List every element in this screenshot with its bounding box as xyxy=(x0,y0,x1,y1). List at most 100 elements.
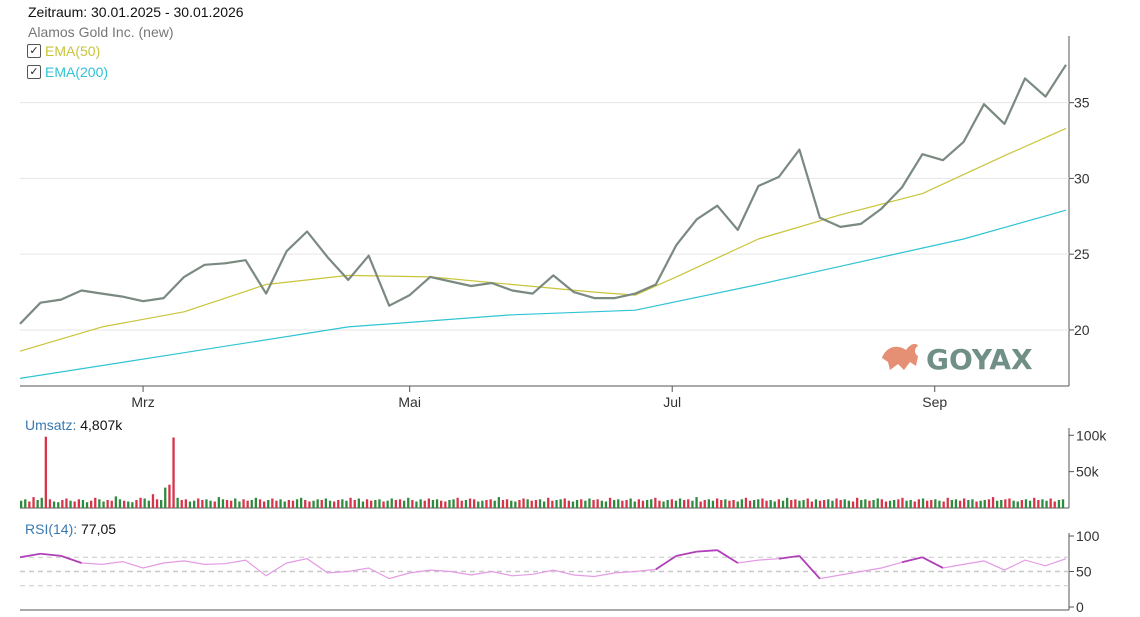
volume-bar xyxy=(127,501,130,508)
volume-bar xyxy=(1004,499,1007,508)
legend-ema50[interactable]: ✓ EMA(50) xyxy=(27,43,100,59)
volume-bar xyxy=(403,500,406,508)
y-tick-label: 35 xyxy=(1074,95,1090,111)
volume-bar xyxy=(90,500,93,508)
ema50-line xyxy=(19,127,1067,352)
volume-bar xyxy=(917,499,920,508)
volume-bar xyxy=(205,499,208,508)
volume-bar xyxy=(283,501,286,508)
volume-bar xyxy=(625,500,628,508)
volume-bar xyxy=(291,500,295,508)
volume-bar xyxy=(468,498,472,508)
volume-bar xyxy=(654,497,657,508)
volume-bar xyxy=(24,499,27,508)
volume-bar xyxy=(913,501,916,508)
volume-bar xyxy=(678,498,682,508)
volume-bar xyxy=(448,500,451,508)
volume-bar xyxy=(172,437,175,508)
volume-bar xyxy=(320,500,323,508)
legend-ema200[interactable]: ✓ EMA(200) xyxy=(27,64,108,80)
volume-bar xyxy=(963,498,966,508)
bull-icon xyxy=(882,343,918,370)
volume-bar xyxy=(856,497,859,508)
volume-bar xyxy=(860,500,863,508)
volume-bar xyxy=(806,498,809,508)
volume-bar xyxy=(930,500,933,508)
volume-bar xyxy=(304,500,307,508)
volume-bar xyxy=(810,501,813,508)
volume-bar xyxy=(658,500,661,508)
volume-bar xyxy=(337,500,340,508)
volume-bar xyxy=(361,501,365,508)
volume-bar xyxy=(444,501,447,508)
volume-bar xyxy=(489,499,492,508)
volume-bar xyxy=(835,498,838,508)
volume-bar xyxy=(48,499,52,508)
volume-bar xyxy=(57,502,60,508)
volume-bar xyxy=(946,497,949,508)
volume-bar xyxy=(398,499,402,508)
volume-bar xyxy=(279,499,282,508)
volume-bar xyxy=(390,498,393,508)
volume-bar xyxy=(567,500,570,508)
volume-bar xyxy=(748,500,752,508)
y-tick-label: 25 xyxy=(1074,246,1090,262)
volume-bar xyxy=(40,497,43,508)
volume-bar xyxy=(370,500,373,508)
rsi-overbought-segment xyxy=(798,555,821,580)
volume-bar xyxy=(798,500,801,508)
volume-bar xyxy=(777,499,780,508)
volume-bar xyxy=(794,499,797,508)
volume-bar xyxy=(707,499,710,508)
volume-label: Umsatz: xyxy=(25,417,77,433)
rsi-overbought-segment xyxy=(778,554,800,560)
volume-bar xyxy=(996,500,999,508)
volume-bar xyxy=(349,497,352,508)
volume-bar xyxy=(839,500,842,508)
rsi-overbought-segment xyxy=(716,549,739,564)
volume-bar xyxy=(551,500,554,508)
volume-bar xyxy=(353,500,356,508)
rsi-line xyxy=(19,549,1067,580)
volume-bar xyxy=(275,500,278,508)
volume-bar xyxy=(143,498,146,508)
volume-bar xyxy=(411,500,414,508)
rsi-overbought-segment xyxy=(655,555,677,571)
volume-bar xyxy=(1016,501,1019,508)
volume-bar xyxy=(44,436,47,508)
volume-bar xyxy=(979,500,982,508)
volume-bar xyxy=(872,500,875,508)
ema200-line xyxy=(19,209,1067,379)
legend-ema200-label: EMA(200) xyxy=(45,64,109,80)
volume-bar xyxy=(699,501,702,508)
volume-bar xyxy=(452,499,455,508)
volume-bar xyxy=(827,499,830,508)
volume-bar xyxy=(20,500,23,508)
volume-bar xyxy=(176,497,179,508)
volume-bar xyxy=(440,500,443,508)
volume-bar xyxy=(81,500,85,508)
volume-bar xyxy=(28,501,31,508)
volume-bar xyxy=(242,499,245,508)
volume-bar xyxy=(884,501,888,508)
volume-bar xyxy=(786,497,789,508)
volume-bar xyxy=(473,499,476,508)
checkbox-icon[interactable]: ✓ xyxy=(27,44,41,58)
volume-bar xyxy=(102,501,105,508)
volume-bar xyxy=(386,500,389,508)
volume-bar xyxy=(621,500,624,508)
volume-bar xyxy=(295,499,299,508)
checkbox-icon[interactable]: ✓ xyxy=(27,65,41,79)
volume-bar xyxy=(909,500,912,508)
volume-bar xyxy=(987,499,991,508)
volume-bar xyxy=(646,500,649,508)
volume-bar xyxy=(724,499,727,508)
volume-bar xyxy=(538,499,542,508)
volume-bar xyxy=(650,499,653,508)
volume-bar xyxy=(683,500,686,508)
volume-bar xyxy=(921,498,925,508)
volume-bar xyxy=(571,501,575,508)
rsi-overbought-segment xyxy=(901,556,923,564)
volume-bar xyxy=(415,501,418,508)
